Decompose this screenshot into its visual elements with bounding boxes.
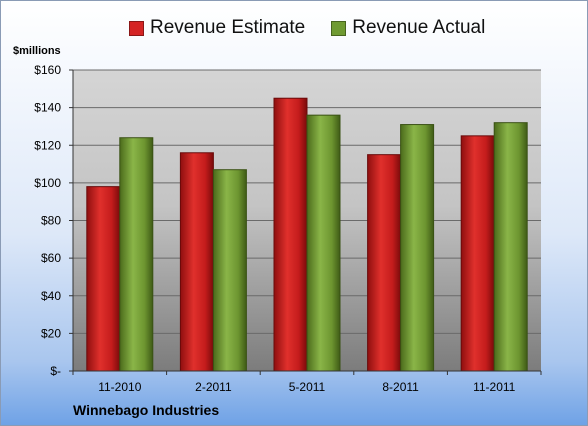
x-tick-label: 2-2011 [195, 380, 232, 394]
legend-swatch-estimate [129, 20, 144, 36]
bar-estimate-8-2011 [367, 154, 402, 372]
bar-estimate-5-2011 [273, 97, 308, 372]
x-tick-label: 8-2011 [382, 380, 419, 394]
x-tick-label: 11-2010 [98, 380, 141, 394]
y-tick-label: $80 [41, 214, 61, 228]
y-tick-label: $120 [34, 138, 61, 152]
bar-estimate-11-2010 [86, 186, 121, 372]
y-tick-label: $40 [41, 289, 61, 303]
y-tick-label: $20 [41, 326, 61, 340]
company-name: Winnebago Industries [73, 402, 220, 418]
bar-estimate-2-2011 [179, 152, 214, 372]
legend-label-estimate: Revenue Estimate [150, 17, 306, 38]
y-tick-label: $60 [41, 251, 61, 265]
legend: Revenue Estimate Revenue Actual [129, 17, 485, 39]
bar-estimate-11-2011 [460, 135, 495, 372]
y-axis-units-label: $millions [13, 45, 61, 57]
legend-item-estimate: Revenue Estimate [129, 17, 305, 39]
legend-item-actual: Revenue Actual [331, 17, 485, 39]
bar-actual-5-2011 [306, 114, 341, 372]
bar-actual-8-2011 [400, 124, 435, 372]
bar-actual-11-2010 [119, 137, 154, 372]
y-tick-label: $100 [34, 176, 61, 190]
legend-swatch-actual [331, 20, 347, 36]
bar-actual-2-2011 [212, 169, 247, 372]
y-tick-label: $140 [34, 101, 61, 115]
bar-actual-11-2011 [493, 122, 528, 372]
x-tick-label: 5-2011 [289, 380, 326, 394]
y-tick-label: $160 [34, 63, 61, 77]
legend-label-actual: Revenue Actual [352, 17, 486, 38]
x-tick-label: 11-2011 [473, 380, 516, 394]
y-tick-label: $- [50, 364, 61, 378]
